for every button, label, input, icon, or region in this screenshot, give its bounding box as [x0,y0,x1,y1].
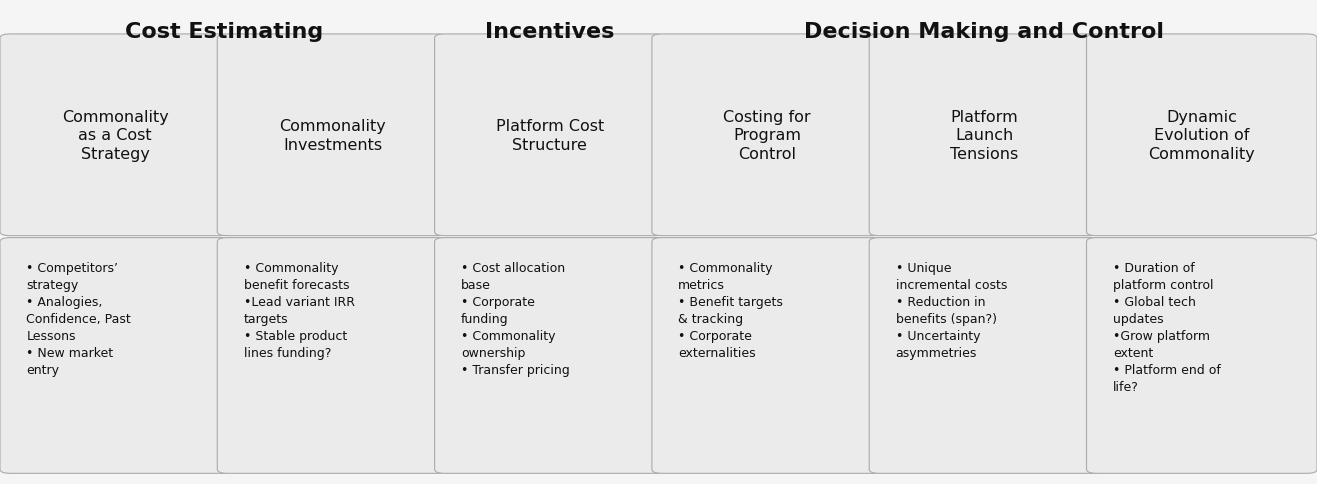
FancyBboxPatch shape [217,35,448,236]
Text: Commonality
Investments: Commonality Investments [279,119,386,152]
Text: Platform
Launch
Tensions: Platform Launch Tensions [951,109,1018,162]
FancyBboxPatch shape [869,35,1100,236]
FancyBboxPatch shape [435,238,665,473]
Text: Costing for
Program
Control: Costing for Program Control [723,109,811,162]
Text: • Unique
incremental costs
• Reduction in
benefits (span?)
• Uncertainty
asymmet: • Unique incremental costs • Reduction i… [896,261,1008,359]
FancyBboxPatch shape [1087,35,1317,236]
FancyBboxPatch shape [435,35,665,236]
Text: Incentives: Incentives [485,22,615,42]
FancyBboxPatch shape [869,238,1100,473]
Text: Platform Cost
Structure: Platform Cost Structure [495,119,605,152]
FancyBboxPatch shape [217,238,448,473]
FancyBboxPatch shape [652,238,882,473]
Text: • Cost allocation
base
• Corporate
funding
• Commonality
ownership
• Transfer pr: • Cost allocation base • Corporate fundi… [461,261,570,376]
Text: • Duration of
platform control
• Global tech
updates
•Grow platform
extent
• Pla: • Duration of platform control • Global … [1113,261,1221,393]
FancyBboxPatch shape [0,238,230,473]
Text: Commonality
as a Cost
Strategy: Commonality as a Cost Strategy [62,109,169,162]
Text: • Competitors’
strategy
• Analogies,
Confidence, Past
Lessons
• New market
entry: • Competitors’ strategy • Analogies, Con… [26,261,132,376]
Text: Decision Making and Control: Decision Making and Control [805,22,1164,42]
FancyBboxPatch shape [0,35,230,236]
FancyBboxPatch shape [652,35,882,236]
Text: • Commonality
metrics
• Benefit targets
& tracking
• Corporate
externalities: • Commonality metrics • Benefit targets … [678,261,784,359]
Text: • Commonality
benefit forecasts
•Lead variant IRR
targets
• Stable product
lines: • Commonality benefit forecasts •Lead va… [244,261,354,359]
Text: Cost Estimating: Cost Estimating [125,22,323,42]
FancyBboxPatch shape [1087,238,1317,473]
Text: Dynamic
Evolution of
Commonality: Dynamic Evolution of Commonality [1148,109,1255,162]
